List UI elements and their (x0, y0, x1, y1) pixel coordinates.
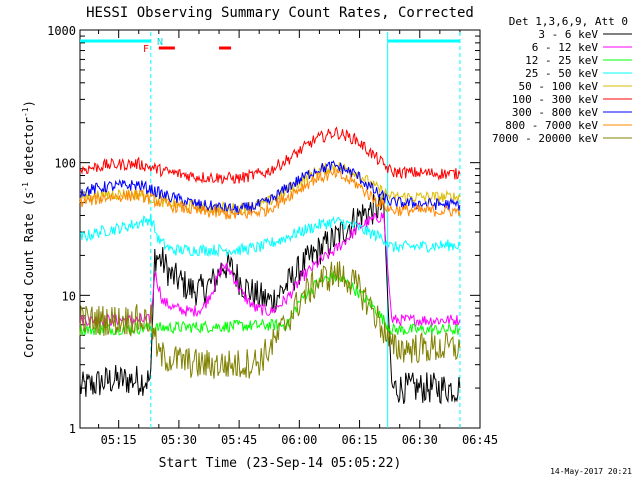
y-axis: 1 10 100 1000 (47, 24, 480, 436)
flare-flag-label: F (143, 44, 149, 55)
series-lines (79, 126, 461, 405)
series-line (79, 212, 461, 328)
y-tick-label: 10 (62, 289, 76, 303)
y-tick-label: 1000 (47, 24, 76, 38)
legend-label: 50 - 100 keV (519, 80, 599, 93)
legend-label: 800 - 7000 keV (505, 119, 598, 132)
x-tick-label: 06:45 (462, 433, 498, 447)
legend-label: 300 - 800 keV (512, 106, 598, 119)
series-line (79, 271, 461, 336)
legend-label: 25 - 50 keV (525, 67, 598, 80)
y-tick-label: 1 (69, 422, 76, 436)
flag-bars (80, 39, 460, 50)
series-line (79, 126, 461, 185)
legend-label: 6 - 12 keV (532, 41, 599, 54)
legend-label: 3 - 6 keV (538, 28, 598, 41)
x-tick-label: 06:30 (402, 433, 438, 447)
x-axis-label: Start Time (23-Sep-14 05:05:22) (159, 456, 402, 471)
series-line (79, 261, 461, 379)
legend-label: 7000 - 20000 keV (492, 132, 598, 145)
x-tick-label: 05:45 (221, 433, 257, 447)
series-line (79, 213, 461, 258)
footer-date: 14-May-2017 20:21 (550, 467, 632, 476)
series-line (79, 168, 461, 220)
legend-header: Det 1,3,6,9, Att 0 (509, 15, 628, 28)
night-flag-label: N (157, 37, 163, 48)
y-tick-label: 100 (54, 157, 76, 171)
legend-label: 12 - 25 keV (525, 54, 598, 67)
legend-label: 100 - 300 keV (512, 93, 598, 106)
plot-frame (79, 29, 481, 429)
series-line (79, 191, 461, 405)
chart-title: HESSI Observing Summary Count Rates, Cor… (86, 5, 474, 21)
y-axis-label: Corrected Count Rate (s-1 detector-1) (21, 100, 36, 358)
x-tick-label: 06:00 (281, 433, 317, 447)
x-axis: 05:15 05:30 05:45 06:00 06:15 06:30 06:45 (98, 30, 498, 447)
x-tick-label: 05:15 (101, 433, 137, 447)
x-tick-label: 06:15 (341, 433, 377, 447)
x-tick-label: 05:30 (161, 433, 197, 447)
